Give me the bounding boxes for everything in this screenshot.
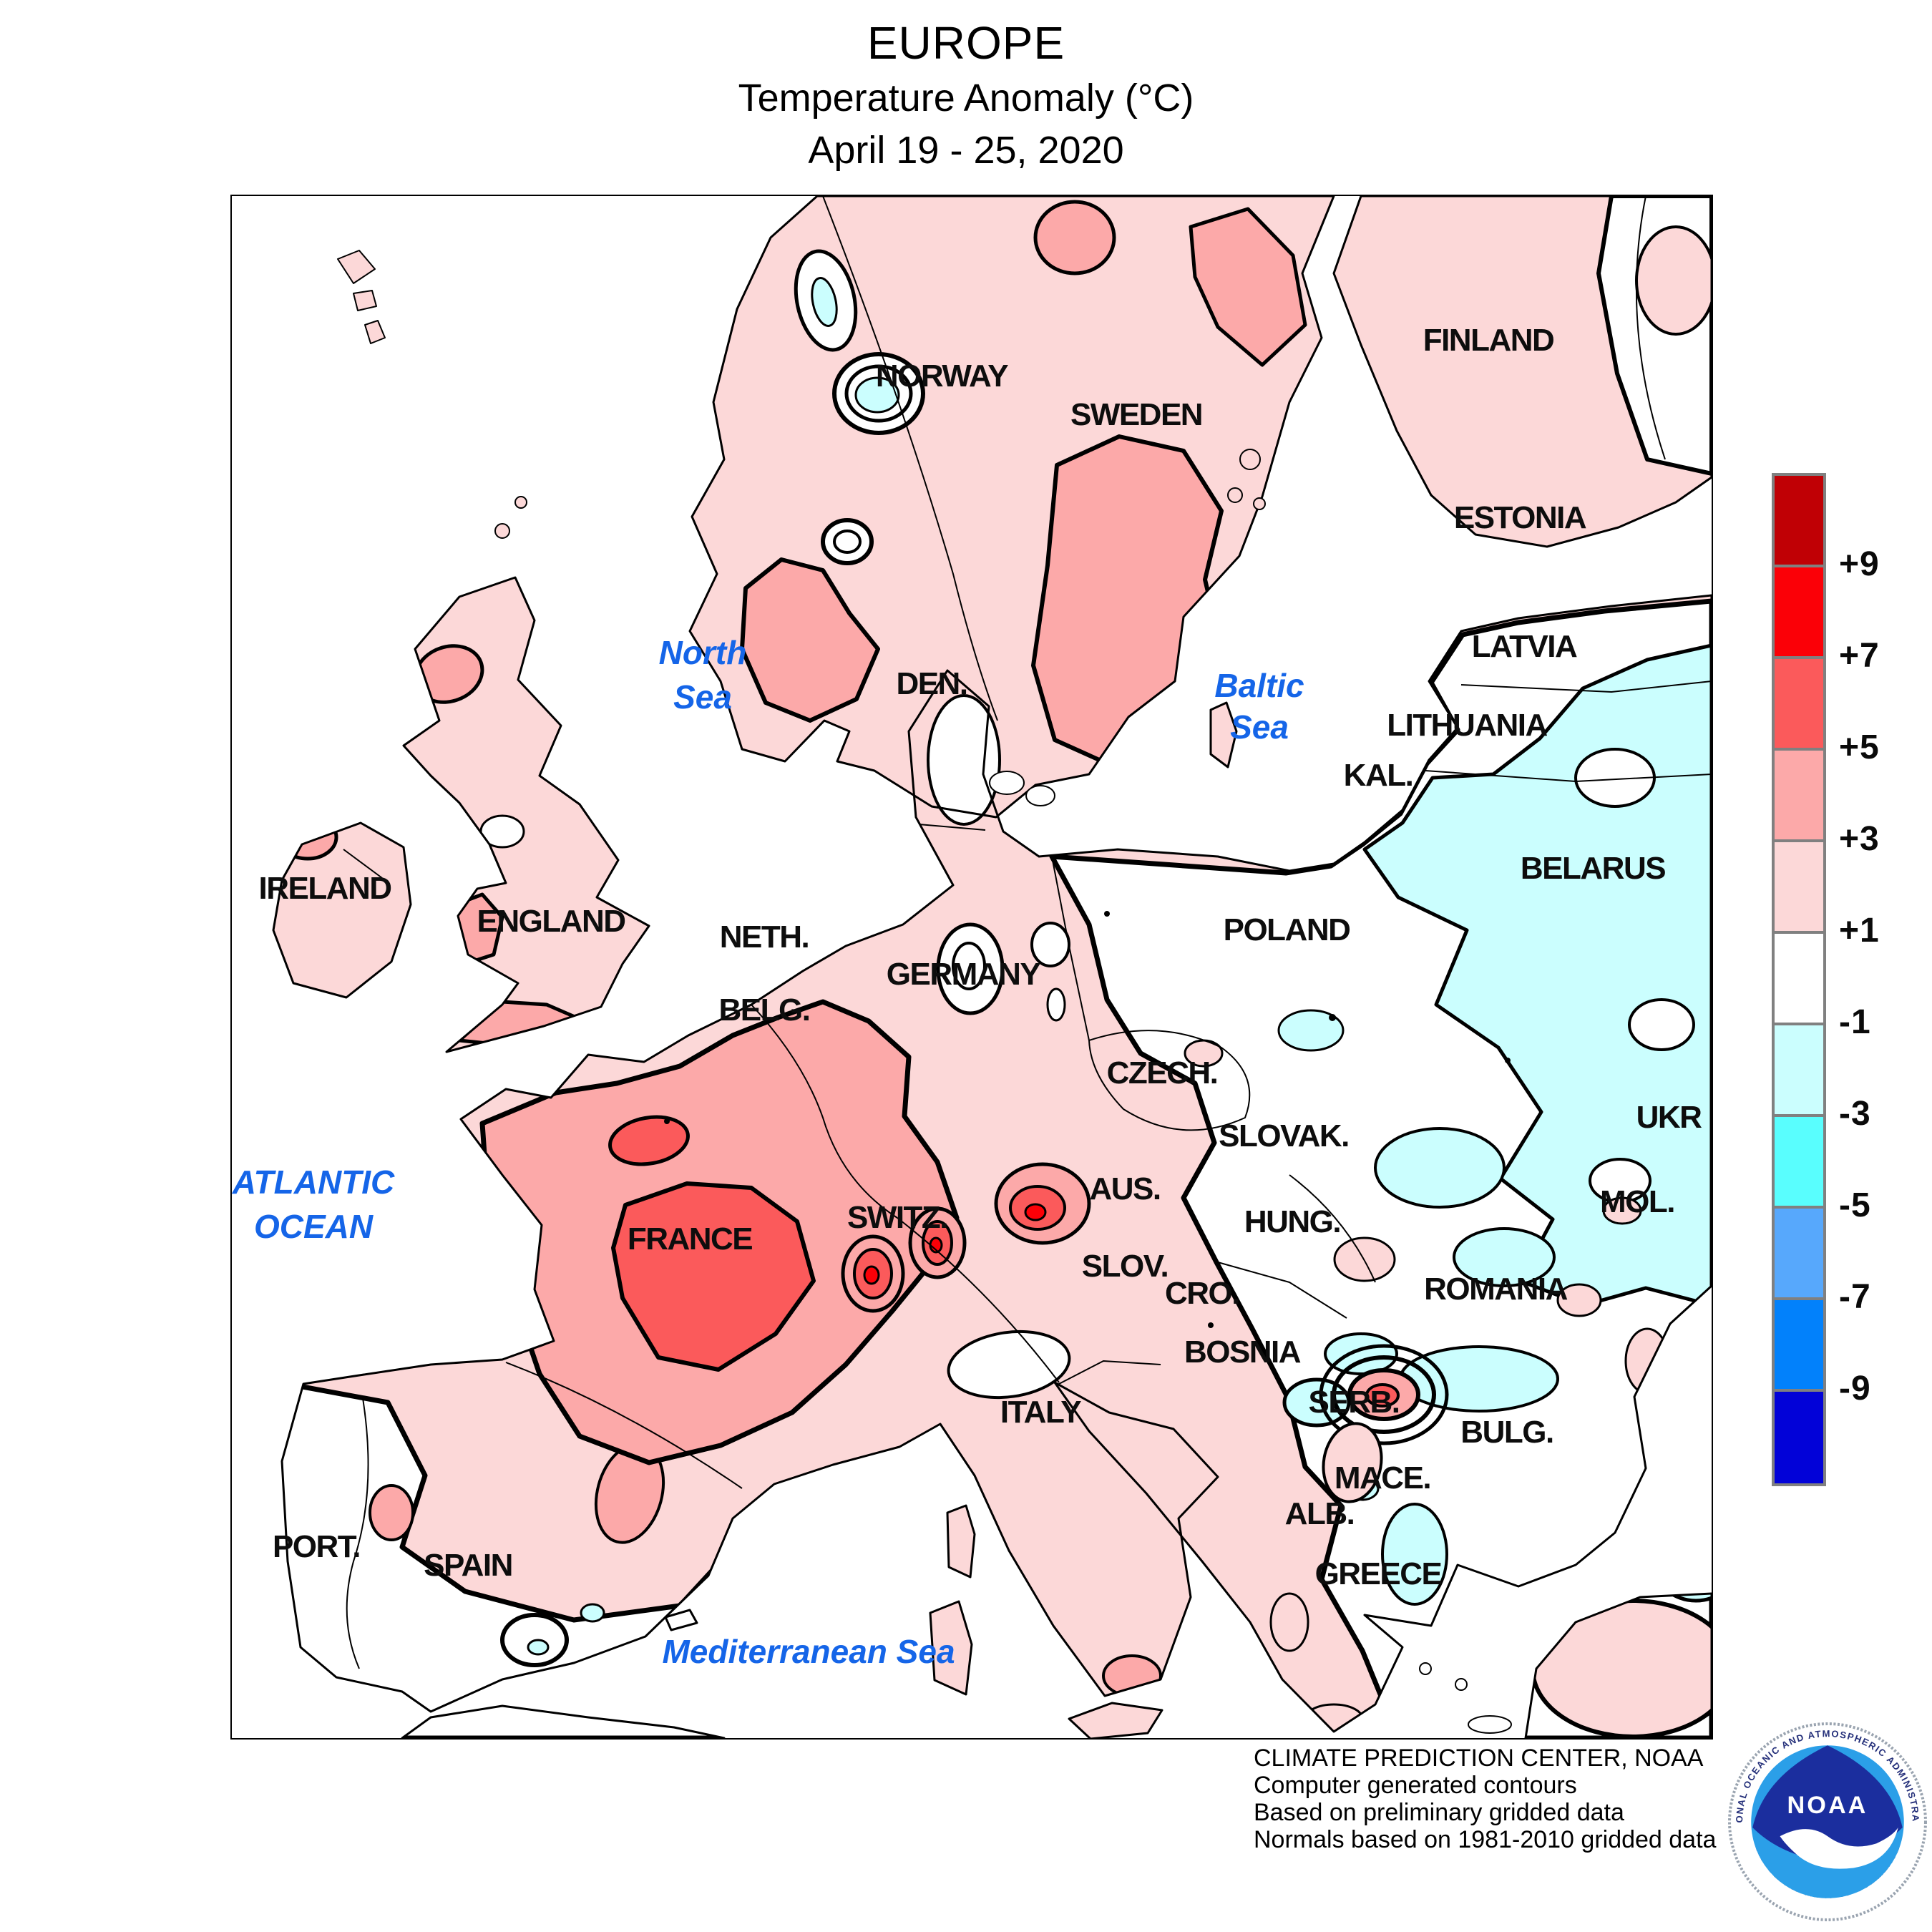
credit-line: Normals based on 1981-2010 gridded data	[1254, 1826, 1717, 1853]
noaa-logo: NATIONAL OCEANIC AND ATMOSPHERIC ADMINIS…	[1727, 1721, 1927, 1921]
country-label-den: DEN.	[896, 666, 967, 701]
contour-hot-france-core	[611, 1181, 816, 1372]
legend-cell-8	[1775, 1209, 1823, 1300]
credit-line: Computer generated contours	[1254, 1772, 1577, 1799]
logo-seagull-icon	[1780, 1828, 1898, 1869]
legend-cell-5	[1775, 934, 1823, 1025]
country-label-germany: GERMANY	[887, 957, 1041, 992]
country-label-latvia: LATVIA	[1472, 629, 1577, 664]
country-label-sweden: SWEDEN	[1070, 397, 1202, 432]
page-date-range: April 19 - 25, 2020	[808, 129, 1124, 172]
europe-anomaly-map: FINLAND NORWAY SWEDEN ESTONIA LATVIA LITHUANI…	[232, 196, 1712, 1738]
country-label-slovak: SLOVAK.	[1219, 1118, 1349, 1153]
legend-cell-0	[1775, 476, 1823, 567]
country-label-switz: SWITZ.	[847, 1200, 947, 1235]
country-label-finland: FINLAND	[1423, 323, 1554, 358]
country-label-italy: ITALY	[1000, 1395, 1081, 1430]
sea-label-atlantic-ocean: ATLANTIC OCEAN	[232, 1163, 395, 1245]
legend-tick-label: -7	[1839, 1278, 1871, 1316]
sea-label-baltic-sea: Baltic Sea	[1214, 667, 1304, 746]
country-label-lithuania: LITHUANIA	[1387, 708, 1547, 743]
legend-tick-label: -5	[1839, 1186, 1871, 1224]
country-label-spain: SPAIN	[424, 1548, 512, 1583]
title-block: EUROPE Temperature Anomaly (°C) April 19…	[250, 14, 1682, 176]
country-label-ireland: IRELAND	[258, 871, 391, 906]
country-label-greece: GREECE	[1315, 1556, 1442, 1591]
country-label-cro: CRO.	[1165, 1276, 1239, 1311]
country-label-belarus: BELARUS	[1521, 851, 1665, 886]
country-label-mace: MACE.	[1335, 1460, 1430, 1496]
country-label-norway: NORWAY	[876, 358, 1008, 394]
country-label-czech: CZECH.	[1107, 1055, 1218, 1091]
legend-tick-label: -9	[1839, 1370, 1871, 1407]
map-frame: FINLAND NORWAY SWEDEN ESTONIA LATVIA LITHUANI…	[230, 195, 1713, 1740]
legend-tick-label: +3	[1839, 820, 1880, 858]
country-label-hung: HUNG.	[1244, 1204, 1340, 1239]
country-label-neth: NETH.	[720, 919, 809, 955]
legend-tick-label: +1	[1839, 912, 1880, 950]
country-label-kal: KAL.	[1344, 758, 1413, 793]
country-label-port: PORT.	[273, 1529, 360, 1564]
country-label-bulg: BULG.	[1460, 1415, 1553, 1450]
legend-tick-label: +7	[1839, 637, 1880, 675]
page-subtitle: Temperature Anomaly (°C)	[738, 77, 1194, 119]
map-labels-layer: FINLAND NORWAY SWEDEN ESTONIA LATVIA LITHUANI…	[232, 323, 1703, 1670]
country-label-england: ENGLAND	[477, 904, 625, 939]
country-borders	[343, 196, 1712, 1669]
legend-cell-10	[1775, 1392, 1823, 1483]
credit-line: CLIMATE PREDICTION CENTER, NOAA	[1254, 1745, 1704, 1772]
legend-cell-6	[1775, 1025, 1823, 1117]
legend-tick-label: +5	[1839, 728, 1880, 766]
page-title: EUROPE	[867, 17, 1065, 69]
country-label-france: FRANCE	[628, 1221, 752, 1257]
legend-tick-labels: +9 +7 +5 +3 +1 -1 -3 -5 -7 -9	[1839, 473, 1932, 1489]
country-label-slov: SLOV.	[1082, 1249, 1168, 1284]
logo-acronym: NOAA	[1787, 1792, 1868, 1819]
country-label-aus: AUS.	[1089, 1171, 1160, 1206]
legend-tick-label: +9	[1839, 545, 1880, 583]
legend-cell-9	[1775, 1300, 1823, 1392]
country-label-bosnia: BOSNIA	[1184, 1335, 1301, 1370]
legend-color-bar	[1772, 473, 1826, 1486]
credit-line: Based on preliminary gridded data	[1254, 1799, 1624, 1826]
legend-cell-1	[1775, 567, 1823, 659]
legend-cell-3	[1775, 751, 1823, 842]
country-label-serb: SERB.	[1309, 1385, 1400, 1420]
legend-cell-2	[1775, 659, 1823, 751]
legend-tick-label: -3	[1839, 1095, 1871, 1133]
sea-label-mediterraneansea: Mediterranean Sea	[662, 1633, 955, 1670]
country-label-romania: ROMANIA	[1424, 1272, 1567, 1307]
legend-tick-label: -1	[1839, 1003, 1871, 1041]
legend-cell-7	[1775, 1117, 1823, 1209]
country-label-poland: POLAND	[1224, 912, 1350, 947]
country-label-ukr: UKR	[1636, 1100, 1702, 1135]
legend-cell-4	[1775, 842, 1823, 934]
credits-block: CLIMATE PREDICTION CENTER, NOAA Computer…	[1254, 1745, 1726, 1853]
sea-label-north-sea: North Sea	[659, 634, 747, 716]
country-label-alb: ALB.	[1285, 1496, 1355, 1531]
country-label-estonia: ESTONIA	[1454, 500, 1586, 535]
country-label-belg: BELG.	[719, 992, 810, 1028]
country-label-mol: MOL.	[1600, 1184, 1674, 1219]
small-islands	[337, 250, 1512, 1734]
